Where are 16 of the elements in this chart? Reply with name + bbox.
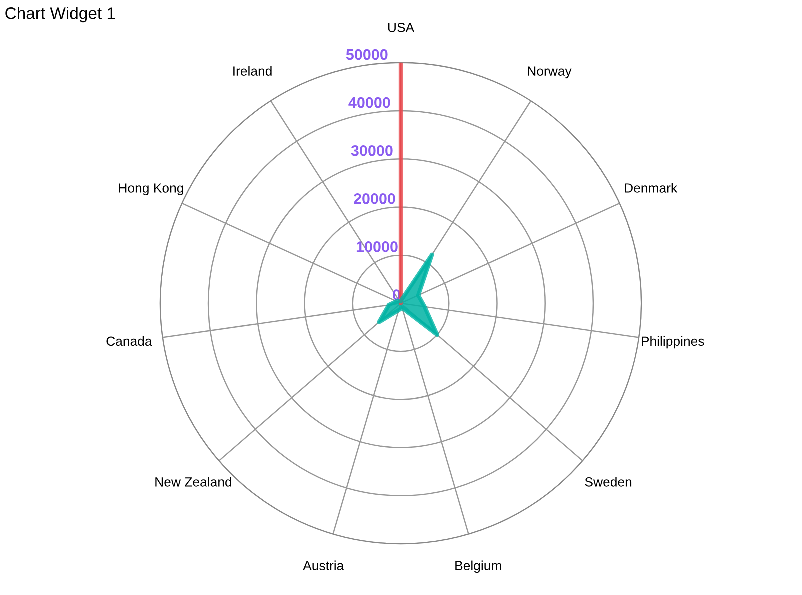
spoke-label: Hong Kong (119, 184, 184, 196)
spoke-label: Philippines (642, 336, 704, 349)
y-tick-label: 30000 (351, 145, 393, 156)
chart-title: Chart Widget 1 (6, 7, 116, 23)
spoke-label: Sweden (585, 477, 632, 487)
spoke-label: Denmark (625, 183, 678, 193)
spoke-label: Canada (106, 336, 152, 346)
y-tick-label: 50000 (346, 49, 388, 60)
y-tick-label: 40000 (348, 97, 390, 108)
spoke-label: Austria (303, 560, 344, 570)
spoke-label: New Zealand (156, 477, 232, 487)
y-tick-label: 20000 (354, 194, 396, 204)
spoke-label: USA (388, 23, 415, 32)
spoke-label: Norway (528, 66, 572, 79)
spoke-label: Ireland (234, 66, 272, 76)
spoke-label: Belgium (456, 560, 502, 574)
